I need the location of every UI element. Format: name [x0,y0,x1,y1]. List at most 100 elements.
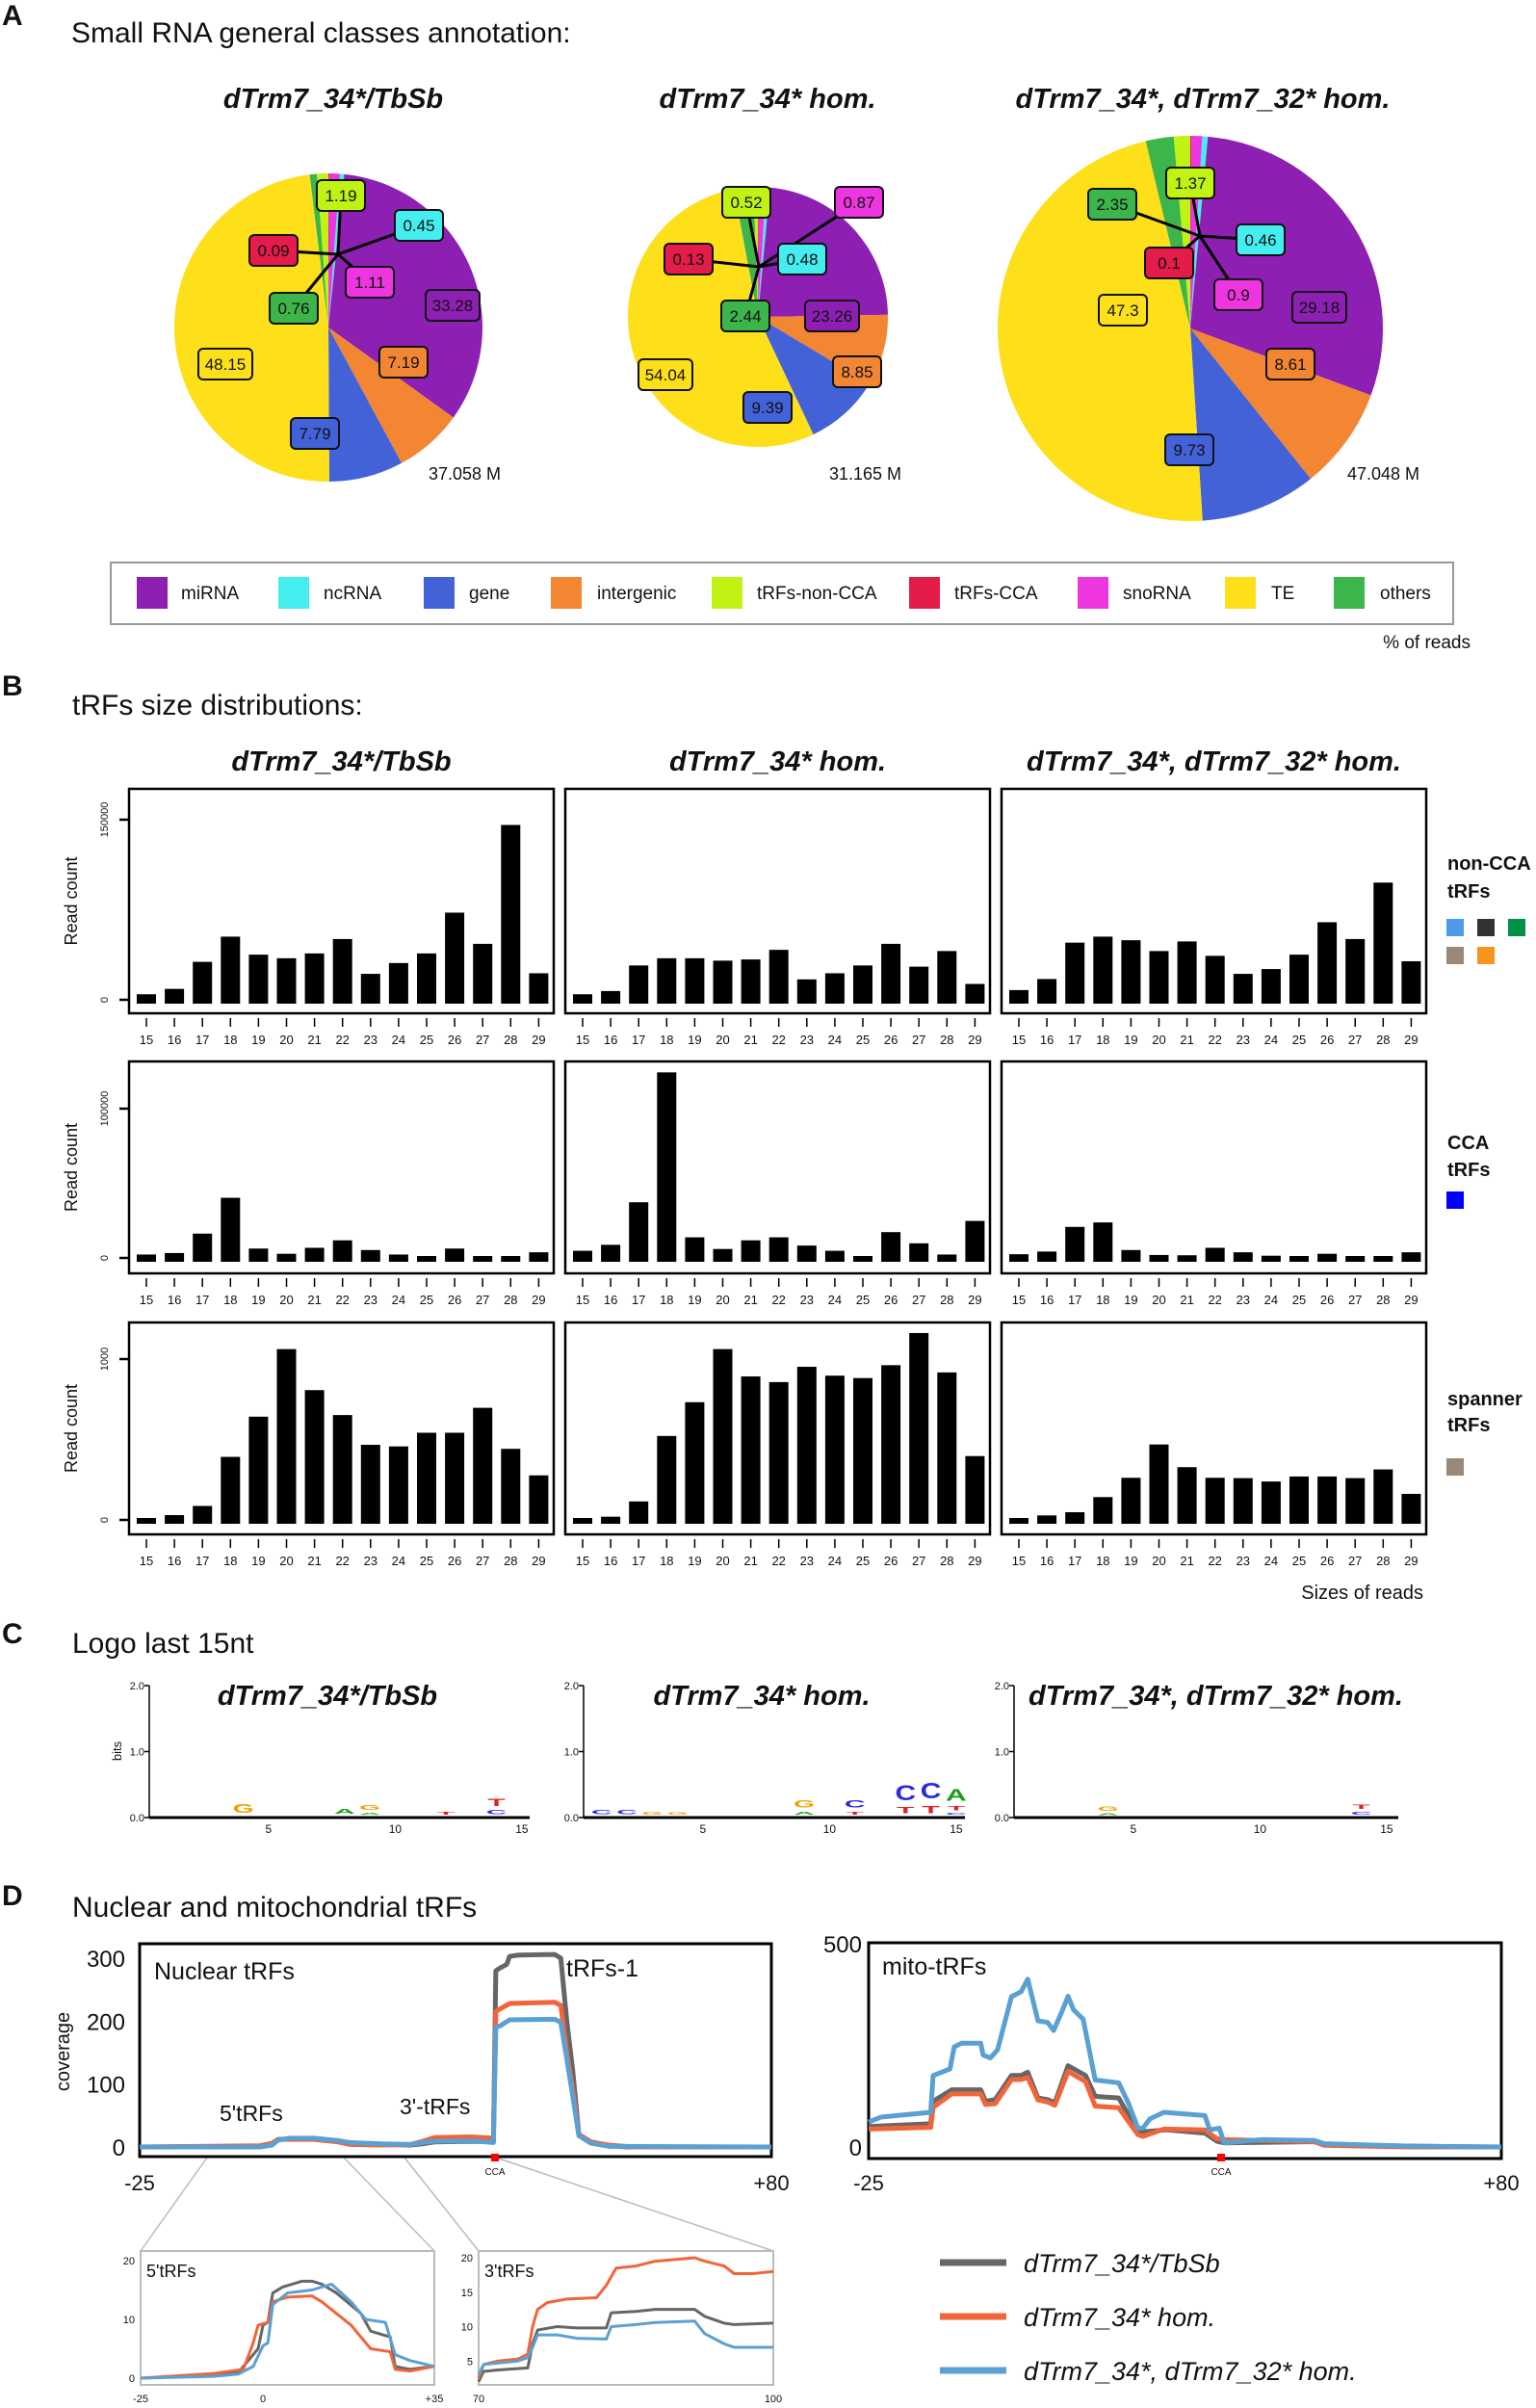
bar-25 [853,1256,872,1262]
logo-title: dTrm7_34*/TbSb [218,1681,437,1712]
pie-total-reads: 47.048 M [1347,464,1419,484]
nuclear-y-tick-label: 300 [87,1947,125,1973]
bar-29 [1401,960,1421,1004]
pie-value-label-others: 2.35 [1096,196,1128,214]
pie-total-reads: 31.165 M [829,464,901,484]
read-count-axis-label: Read count [62,856,81,945]
bar-16 [1037,979,1057,1004]
pie-value-box [832,355,882,388]
x-tick-label: 27 [912,1033,925,1047]
legend-label-TE: TE [1271,584,1294,604]
bar-19 [685,957,705,1004]
x-tick-label: 29 [1404,1033,1418,1047]
pie-value-label-snoRNA: 0.87 [843,194,874,212]
inset-y-tick-label: 20 [461,2253,473,2264]
x-tick-label: 17 [1068,1033,1081,1047]
x-tick-label: 20 [716,1554,729,1568]
x-tick-label: 27 [1348,1033,1362,1047]
bar-23 [360,974,380,1004]
pie-value-box [1291,291,1347,324]
x-tick-label: 26 [448,1033,461,1047]
x-tick-label: 25 [420,1293,433,1307]
logo-letter-C: C [946,1812,967,1816]
x-tick-label: 20 [279,1293,293,1307]
bar-20 [276,1348,297,1524]
x-tick-label: 21 [1180,1554,1193,1568]
x-tick-label: 17 [195,1554,209,1568]
x-tick-label: 24 [392,1293,405,1307]
y-tick-label: 0 [99,997,111,1003]
inset-y-tick-label: 0 [129,2373,135,2385]
bar-19 [248,955,269,1004]
x-tick-label: 26 [884,1033,898,1047]
panel-b-letter: B [2,670,23,702]
x-tick-label: 29 [1404,1554,1418,1568]
logo-letter-C: C [895,1781,916,1805]
nuclear-series-2 [140,2016,772,2150]
x-tick-label: 16 [604,1033,617,1047]
cca-marker [491,2154,499,2161]
bar-26 [1317,1476,1338,1524]
x-tick-label: 29 [532,1293,545,1307]
x-tick-label: 22 [771,1293,785,1307]
x-tick-label: 19 [688,1554,701,1568]
read-count-axis-label: Read count [62,1123,81,1212]
x-tick-label: 21 [1180,1033,1193,1047]
x-tick-label: 28 [1376,1033,1390,1047]
bar-19 [248,1248,269,1262]
bar-27 [1345,1256,1366,1262]
x-tick-label: 28 [940,1554,953,1568]
bar-17 [629,965,649,1004]
x-tick-label: 19 [1124,1293,1137,1307]
panel-d-title: Nuclear and mitochondrial tRFs [72,1892,477,1924]
bar-23 [1233,1252,1253,1262]
pie-value-label-ncRNA: 0.46 [1244,231,1276,249]
x-tick-label: 29 [532,1033,545,1047]
bar-27 [909,1332,929,1524]
pie-value-box [742,391,793,424]
bar-22 [768,950,789,1004]
x-tick-label: 15 [576,1033,589,1047]
bar-29 [529,1475,549,1524]
legend-label-snoRNA: snoRNA [1123,584,1191,604]
y-tick-label: 1000 [99,1348,111,1371]
bar-19 [248,1416,269,1524]
x-tick-label: 20 [279,1554,293,1568]
logo-letter-A: A [1098,1813,1119,1816]
x-tick-label: 18 [223,1033,237,1047]
x-tick-label: 20 [716,1293,729,1307]
x-tick-label: 15 [1012,1293,1026,1307]
bar-27 [473,943,493,1004]
bar-21 [304,1247,325,1262]
percent-reads-note: % of reads [1383,633,1471,653]
x-tick-label: 24 [1264,1554,1278,1568]
legend-d-label: dTrm7_34* hom. [1024,2303,1215,2332]
bar-panel-frame [127,1321,556,1536]
logo-x-tick-label: 15 [950,1822,963,1836]
inset-3prime-label: 3'tRFs [484,2262,534,2281]
logo-letter-G: G [359,1804,380,1812]
x-tick-label: 28 [940,1033,953,1047]
logo-letter-A: A [794,1810,815,1816]
bar-27 [1345,1478,1366,1524]
x-tick-label: 23 [1237,1554,1250,1568]
x-tick-label: 23 [1237,1293,1250,1307]
bar-18 [657,1435,677,1524]
inset-x-tick-label: 100 [765,2394,782,2405]
logo-letter-A: A [359,1812,380,1816]
x-tick-label: 18 [660,1033,673,1047]
pie-value-label-intergenic: 8.85 [841,363,872,381]
x-tick-label: 28 [940,1293,953,1307]
x-tick-label: 22 [771,1554,785,1568]
row-legend-title: CCA [1447,1133,1489,1154]
pie-value-box [269,292,319,325]
x-tick-label: 22 [335,1554,349,1568]
pie-value-label-tRFs-CCA: 0.09 [257,242,289,260]
pie-value-label-intergenic: 8.61 [1274,355,1306,374]
x-tick-label: 22 [1208,1554,1221,1568]
logo-y-tick-label: 2.0 [564,1681,579,1692]
y-tick-label: 100000 [99,1091,111,1127]
logo-x-tick-label: 5 [700,1822,707,1836]
legend-label-tRFs-non-CCA: tRFs-non-CCA [757,584,877,604]
pie-value-label-TE: 54.04 [645,366,687,384]
